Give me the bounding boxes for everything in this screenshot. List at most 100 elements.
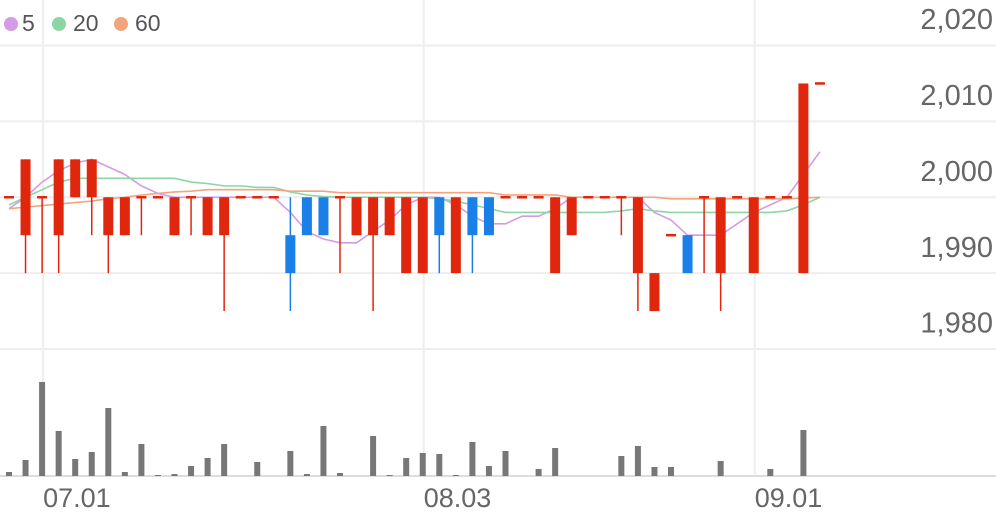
x-tick-label: 09.01	[755, 483, 823, 513]
volume-bar	[72, 459, 79, 476]
candle-body	[103, 197, 114, 236]
volume-bar	[469, 442, 476, 476]
candle-body	[781, 196, 792, 199]
volume-bar	[6, 472, 12, 476]
candle-body	[732, 196, 743, 199]
x-tick-label: 07.01	[43, 483, 111, 513]
candle-body	[53, 159, 64, 236]
candle-body	[814, 82, 825, 85]
y-tick-label: 1,990	[920, 232, 993, 264]
candle-body	[4, 196, 14, 199]
candle-body	[583, 196, 594, 199]
volume-bar	[138, 444, 145, 476]
candle-body	[219, 197, 230, 236]
volume-bar	[668, 467, 674, 476]
volume-bar	[800, 430, 807, 476]
candle-body	[152, 196, 163, 199]
candle-body	[335, 196, 345, 199]
x-tick-label: 08.03	[424, 483, 492, 513]
candle-body	[599, 196, 610, 199]
candle-body	[70, 159, 81, 198]
volume-bar	[254, 462, 261, 476]
candle-body	[417, 197, 428, 274]
volume-bar	[717, 461, 724, 476]
volume-bar	[221, 444, 228, 476]
candle-body	[119, 197, 130, 236]
candle-body	[136, 196, 147, 199]
y-tick-label: 2,000	[920, 156, 993, 188]
volume-bar	[618, 456, 625, 476]
candle-body	[384, 197, 395, 236]
candle-body	[550, 197, 561, 274]
candle-body	[252, 196, 263, 199]
legend-label: 20	[73, 10, 99, 36]
ma-line	[8, 151, 821, 244]
candle-body	[748, 197, 759, 274]
volume-bar	[204, 458, 211, 476]
candle-body	[301, 197, 312, 236]
candle-body	[202, 197, 213, 236]
candle-body	[467, 197, 478, 236]
candle-body	[235, 196, 246, 199]
volume-bar	[88, 452, 95, 476]
candle-body	[368, 197, 379, 236]
volume-bar	[370, 436, 377, 476]
volume-bar	[634, 446, 641, 476]
volume-bar	[188, 466, 195, 476]
volume-bar	[436, 454, 443, 476]
candle-body	[285, 235, 296, 274]
candle-body	[268, 196, 279, 199]
candle-body	[798, 83, 809, 274]
y-tick-label: 2,020	[920, 4, 993, 36]
candle-body	[715, 197, 726, 274]
candle-body	[483, 197, 494, 236]
candle-body	[699, 196, 710, 199]
volume-bar	[171, 474, 178, 476]
legend-label: 60	[135, 10, 161, 36]
candle-body	[533, 196, 544, 199]
legend-marker	[114, 17, 128, 31]
volume-bar	[386, 475, 393, 476]
volume-bar	[552, 448, 559, 476]
candle-body	[450, 197, 461, 274]
volume-bar	[403, 458, 410, 476]
volume-bar	[287, 451, 294, 476]
legend-marker	[4, 17, 18, 31]
volume-bar	[767, 469, 774, 476]
candle-body	[434, 197, 445, 236]
candle-body	[351, 197, 362, 236]
candle-body	[632, 197, 643, 274]
volume-bar	[535, 469, 542, 476]
candle-body	[169, 197, 180, 236]
candle-body	[517, 196, 528, 199]
candle-body	[682, 235, 693, 274]
candle-body	[649, 273, 660, 312]
candle-body	[86, 159, 97, 198]
volume-bar	[105, 408, 112, 476]
volume-bar	[337, 473, 343, 476]
y-tick-label: 1,980	[920, 308, 993, 340]
legend-label: 5	[22, 10, 35, 36]
candle-body	[20, 159, 31, 236]
volume-bar	[22, 460, 29, 476]
candle-body	[318, 197, 329, 236]
legend-marker	[52, 17, 66, 31]
volume-bar	[303, 474, 310, 476]
candle-body	[186, 196, 197, 199]
candle-body	[765, 196, 776, 199]
volume-bar	[121, 472, 128, 476]
volume-bar	[419, 453, 426, 476]
volume-bar	[502, 451, 509, 476]
candle-body	[500, 196, 511, 199]
volume-bar	[651, 467, 658, 476]
volume-bar	[39, 382, 46, 476]
candle-body	[616, 196, 627, 199]
candle-body	[566, 197, 577, 236]
volume-bar	[485, 466, 492, 476]
y-tick-label: 2,010	[920, 80, 993, 112]
volume-bar	[154, 475, 161, 476]
candle-body	[37, 196, 48, 199]
volume-bar	[320, 426, 327, 476]
candle-body	[666, 233, 676, 237]
